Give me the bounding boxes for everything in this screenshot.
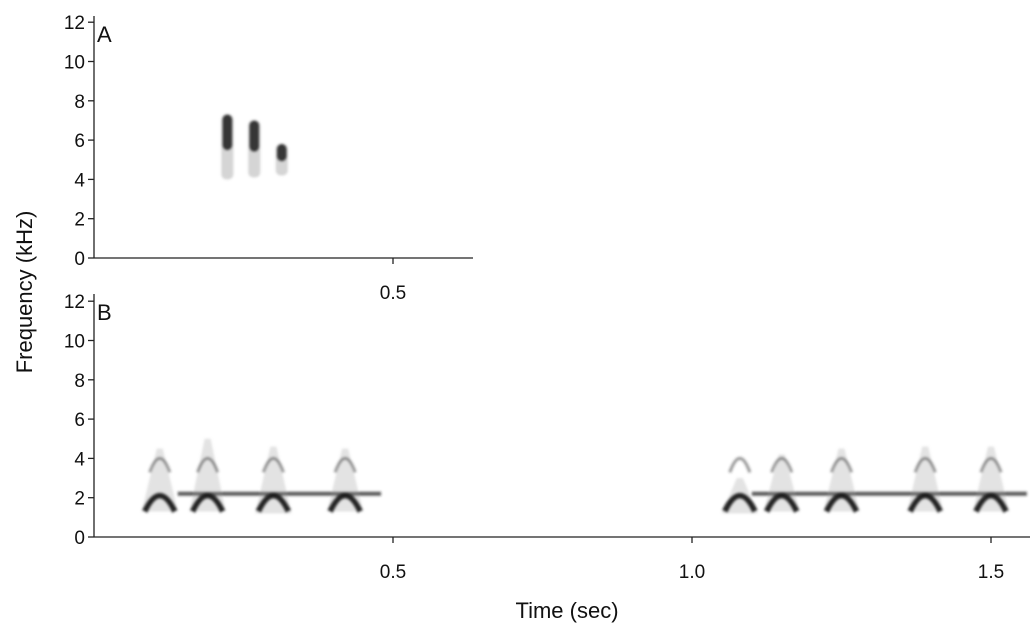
note-mark bbox=[275, 144, 288, 176]
note-mark bbox=[823, 448, 860, 513]
panel-a: 0 2 4 6 8 10 12 0.5 A bbox=[64, 13, 473, 304]
panel-b-x-ticks: 0.5 1.0 1.5 bbox=[380, 537, 1004, 583]
y-tick-label: 6 bbox=[74, 410, 85, 431]
y-tick-label: 10 bbox=[64, 332, 85, 353]
y-tick-label: 6 bbox=[74, 131, 85, 152]
panel-a-y-ticks: 0 2 4 6 8 10 12 bbox=[64, 13, 94, 270]
y-tick-label: 10 bbox=[64, 53, 85, 74]
y-tick-label: 0 bbox=[74, 249, 85, 270]
note-mark bbox=[189, 438, 226, 513]
note-mark bbox=[763, 454, 800, 513]
y-tick-label: 12 bbox=[64, 13, 85, 34]
note-mark bbox=[248, 120, 261, 178]
y-tick-label: 4 bbox=[74, 170, 85, 191]
note-mark bbox=[255, 446, 292, 514]
note-mark bbox=[221, 114, 234, 180]
y-tick-label: 2 bbox=[74, 210, 85, 231]
x-tick-label: 0.5 bbox=[380, 562, 406, 583]
y-tick-label: 8 bbox=[74, 92, 85, 113]
panel-a-label: A bbox=[97, 22, 112, 47]
y-tick-label: 4 bbox=[74, 449, 85, 470]
y-tick-label: 8 bbox=[74, 371, 85, 392]
note-mark bbox=[907, 446, 944, 513]
x-tick-label: 0.5 bbox=[380, 283, 406, 304]
x-tick-label: 1.5 bbox=[978, 562, 1004, 583]
x-tick-label: 1.0 bbox=[679, 562, 705, 583]
panel-b: 0 2 4 6 8 10 12 0.5 1.0 1.5 B bbox=[64, 292, 1030, 583]
y-tick-label: 0 bbox=[74, 528, 85, 549]
panel-b-label: B bbox=[97, 300, 112, 325]
note-mark bbox=[141, 448, 178, 513]
note-mark bbox=[327, 448, 364, 513]
panel-a-x-ticks: 0.5 bbox=[380, 258, 406, 304]
harmonic-band bbox=[751, 491, 1027, 496]
x-axis-title: Time (sec) bbox=[515, 598, 618, 623]
panel-b-spectrogram bbox=[141, 438, 1027, 514]
y-tick-label: 12 bbox=[64, 292, 85, 313]
panel-a-spectrogram bbox=[221, 114, 288, 180]
y-axis-title: Frequency (kHz) bbox=[12, 211, 37, 374]
y-tick-label: 2 bbox=[74, 489, 85, 510]
note-mark bbox=[721, 456, 758, 514]
panel-b-y-ticks: 0 2 4 6 8 10 12 bbox=[64, 292, 94, 549]
note-mark bbox=[973, 446, 1009, 513]
